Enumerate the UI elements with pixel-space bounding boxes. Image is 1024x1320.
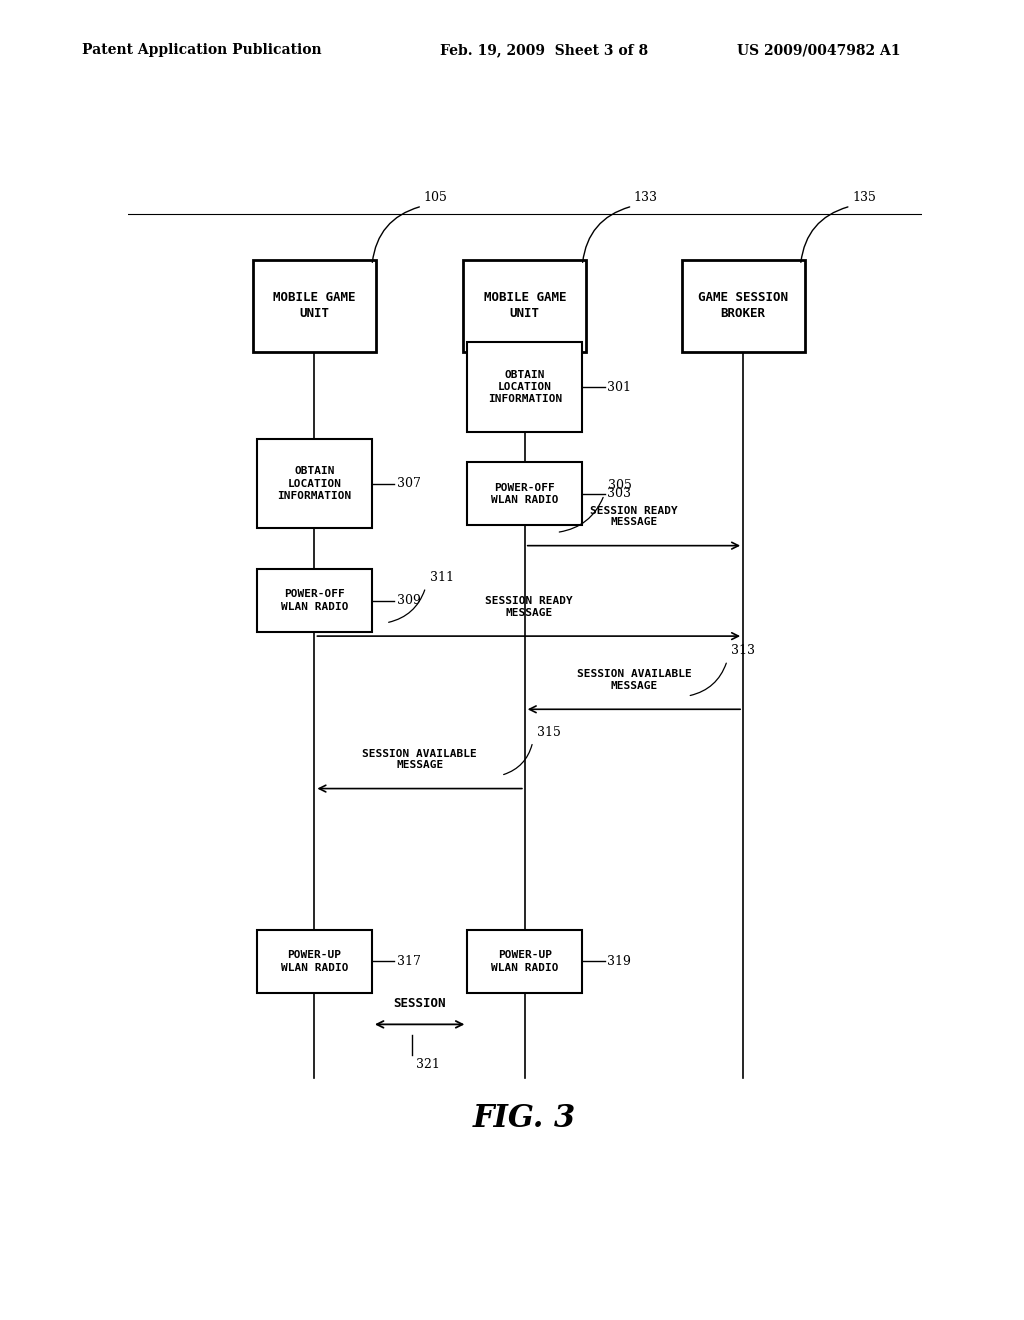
Text: MOBILE GAME
UNIT: MOBILE GAME UNIT	[273, 292, 355, 321]
Text: Feb. 19, 2009  Sheet 3 of 8: Feb. 19, 2009 Sheet 3 of 8	[440, 44, 648, 57]
Text: 309: 309	[396, 594, 421, 607]
Bar	[253, 260, 376, 351]
Bar	[467, 342, 583, 432]
Text: 303: 303	[607, 487, 631, 500]
Text: US 2009/0047982 A1: US 2009/0047982 A1	[737, 44, 901, 57]
Text: 317: 317	[396, 954, 421, 968]
Text: SESSION READY
MESSAGE: SESSION READY MESSAGE	[485, 597, 572, 618]
Text: Patent Application Publication: Patent Application Publication	[82, 44, 322, 57]
Text: POWER-UP
WLAN RADIO: POWER-UP WLAN RADIO	[281, 950, 348, 973]
Text: 301: 301	[607, 380, 631, 393]
Text: 321: 321	[416, 1057, 439, 1071]
Text: 105: 105	[424, 191, 447, 205]
Bar	[467, 462, 583, 525]
Text: SESSION AVAILABLE
MESSAGE: SESSION AVAILABLE MESSAGE	[577, 669, 691, 690]
Text: SESSION: SESSION	[393, 997, 445, 1010]
Text: 315: 315	[537, 726, 560, 739]
Text: 319: 319	[607, 954, 631, 968]
Text: 313: 313	[731, 644, 755, 657]
Bar	[257, 569, 372, 632]
Text: 135: 135	[852, 191, 877, 205]
Text: OBTAIN
LOCATION
INFORMATION: OBTAIN LOCATION INFORMATION	[487, 370, 562, 404]
Text: MOBILE GAME
UNIT: MOBILE GAME UNIT	[483, 292, 566, 321]
Bar	[463, 260, 587, 351]
Text: 305: 305	[608, 479, 632, 492]
Text: 307: 307	[396, 477, 421, 490]
Bar	[257, 929, 372, 993]
Text: OBTAIN
LOCATION
INFORMATION: OBTAIN LOCATION INFORMATION	[278, 466, 351, 502]
Text: POWER-OFF
WLAN RADIO: POWER-OFF WLAN RADIO	[281, 589, 348, 611]
Bar	[257, 440, 372, 528]
Text: 311: 311	[430, 572, 454, 585]
Bar	[682, 260, 805, 351]
Text: SESSION READY
MESSAGE: SESSION READY MESSAGE	[590, 506, 678, 528]
Text: SESSION AVAILABLE
MESSAGE: SESSION AVAILABLE MESSAGE	[362, 748, 477, 771]
Text: 133: 133	[634, 191, 658, 205]
Bar	[467, 929, 583, 993]
Text: POWER-UP
WLAN RADIO: POWER-UP WLAN RADIO	[492, 950, 558, 973]
Text: POWER-OFF
WLAN RADIO: POWER-OFF WLAN RADIO	[492, 483, 558, 506]
Text: GAME SESSION
BROKER: GAME SESSION BROKER	[698, 292, 788, 321]
Text: FIG. 3: FIG. 3	[473, 1104, 577, 1134]
